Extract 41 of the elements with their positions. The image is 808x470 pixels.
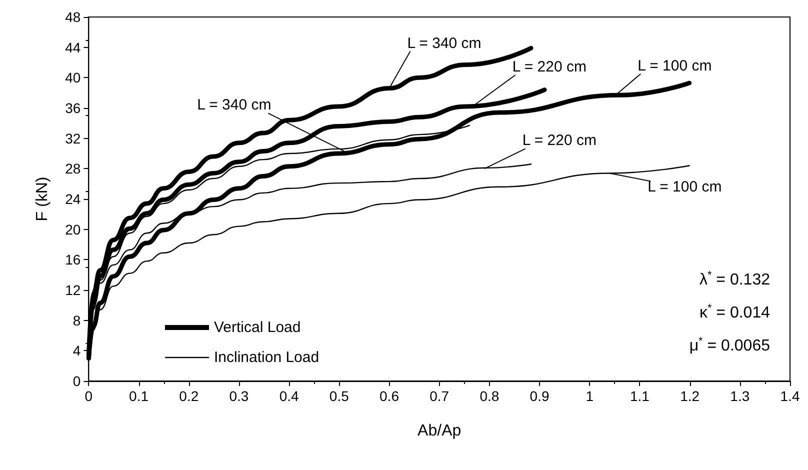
annotation: L = 100 cm: [648, 178, 722, 196]
x-tick-label: 0: [84, 388, 93, 404]
y-tick-label: 36: [65, 100, 81, 116]
x-tick-label: 0.6: [380, 388, 400, 404]
x-axis-title: Ab/Ap: [418, 422, 462, 440]
annotation: λ* = 0.132: [699, 270, 770, 288]
x-tick-label: 0.4: [279, 388, 300, 404]
x-tick-label: 1.2: [680, 388, 700, 404]
x-tick-label: 0.5: [329, 388, 350, 404]
annotation: L = 220 cm: [522, 132, 596, 150]
annotation: κ* = 0.014: [699, 302, 770, 322]
legend-label: Inclination Load: [214, 349, 320, 366]
y-tick-label: 8: [72, 312, 81, 328]
x-tick-label: 1.3: [730, 388, 750, 404]
y-tick-label: 4: [72, 342, 81, 359]
x-tick-label: 0.7: [430, 388, 450, 404]
y-axis-title: F (kN): [34, 176, 52, 222]
x-tick-label: 1: [586, 388, 594, 404]
x-tick-label: 1.1: [630, 388, 650, 404]
y-tick-label: 24: [65, 191, 81, 207]
y-tick-label: 44: [65, 39, 81, 56]
annotation: μ* = 0.0065: [689, 336, 770, 354]
annotation: L = 340 cm: [197, 96, 272, 114]
x-tick-label: 0.1: [129, 388, 149, 404]
y-tick-label: 0: [72, 373, 81, 389]
x-tick-label: 0.2: [179, 388, 199, 404]
y-tick-label: 48: [65, 9, 81, 25]
legend-label: Vertical Load: [214, 319, 301, 336]
annotation: L = 220 cm: [512, 58, 586, 76]
y-tick-label: 12: [65, 282, 81, 298]
x-tick-label: 0.8: [480, 388, 500, 404]
y-tick-label: 32: [65, 130, 81, 146]
annotation: L = 100 cm: [638, 57, 712, 74]
y-tick-label: 40: [65, 70, 81, 86]
y-tick-label: 16: [65, 252, 81, 268]
x-tick-label: 0.3: [229, 388, 249, 404]
x-tick-label: 1.4: [780, 388, 800, 404]
x-tick-label: 0.9: [530, 388, 550, 404]
y-tick-label: 20: [65, 221, 81, 238]
y-tick-label: 28: [65, 160, 81, 177]
annotation: L = 340 cm: [407, 34, 482, 52]
